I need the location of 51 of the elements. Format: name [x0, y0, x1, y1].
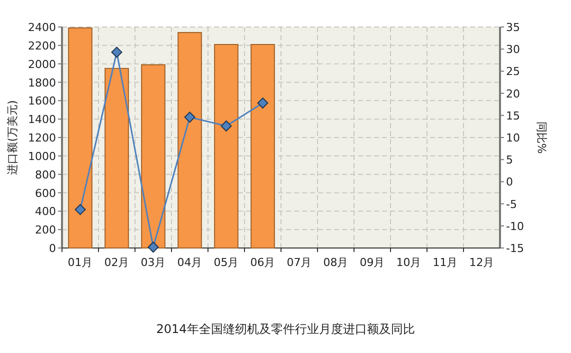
- bar: [214, 44, 238, 248]
- y-tick-label: 1200: [28, 132, 56, 144]
- y2-axis-title: 同比%: [535, 121, 548, 154]
- y2-tick-label: -10: [506, 220, 524, 233]
- y-tick-label: 2400: [28, 21, 56, 34]
- y2-tick-label: 20: [506, 87, 520, 100]
- x-tick-label: 01月: [68, 256, 93, 269]
- y-tick-label: 2000: [28, 58, 56, 71]
- y-tick-label: 200: [35, 224, 56, 237]
- y2-tick-label: 15: [506, 109, 520, 122]
- x-tick-label: 07月: [286, 256, 312, 269]
- bar: [68, 27, 92, 248]
- x-tick-label: 05月: [214, 256, 239, 269]
- text: 2014年全国缝纫机及零件行业月度进口额及同比: [156, 322, 415, 336]
- y2-tick-label: 35: [506, 21, 520, 34]
- y-tick-label: 1800: [28, 76, 56, 90]
- bar: [178, 32, 202, 248]
- point: [148, 242, 159, 253]
- point: [220, 120, 232, 132]
- y-tick-label: 1400: [28, 113, 56, 126]
- bar: [141, 64, 166, 248]
- y-tick-label: 800: [35, 168, 56, 182]
- x-tick-label: 12月: [469, 256, 494, 269]
- y2-tick-label: 25: [506, 65, 520, 78]
- point: [184, 112, 196, 123]
- y-tick-label: 1000: [28, 150, 56, 163]
- x-tick-label: 08月: [323, 256, 348, 269]
- y2-tick-label: 5: [506, 154, 513, 167]
- x-tick-label: 04月: [177, 256, 202, 269]
- y-tick-label: 600: [35, 186, 56, 200]
- bar: [250, 44, 275, 248]
- y-tick-label: 0: [49, 242, 56, 255]
- x-tick-label: 06月: [250, 256, 276, 269]
- x-tick-label: 10月: [396, 256, 422, 269]
- x-tick-label: 11月: [432, 256, 458, 269]
- y2-tick-label: 10: [506, 132, 520, 144]
- point: [74, 204, 86, 216]
- x-tick-label: 03月: [140, 256, 166, 269]
- y2-tick-label: -15: [506, 242, 524, 255]
- x-tick-label: 09月: [360, 256, 385, 269]
- y-tick-label: 2200: [28, 39, 56, 52]
- y2-tick-label: 0: [506, 176, 513, 189]
- y-tick-label: 1600: [28, 94, 56, 108]
- y-tick-label: 400: [35, 205, 56, 218]
- bar: [104, 68, 129, 248]
- point: [111, 46, 122, 58]
- y2-tick-label: 30: [506, 43, 520, 56]
- x-tick-label: 02月: [104, 256, 130, 269]
- y-axis-title: 进口额(万美元): [6, 100, 19, 175]
- point: [257, 98, 268, 109]
- y2-tick-label: -5: [506, 198, 517, 211]
